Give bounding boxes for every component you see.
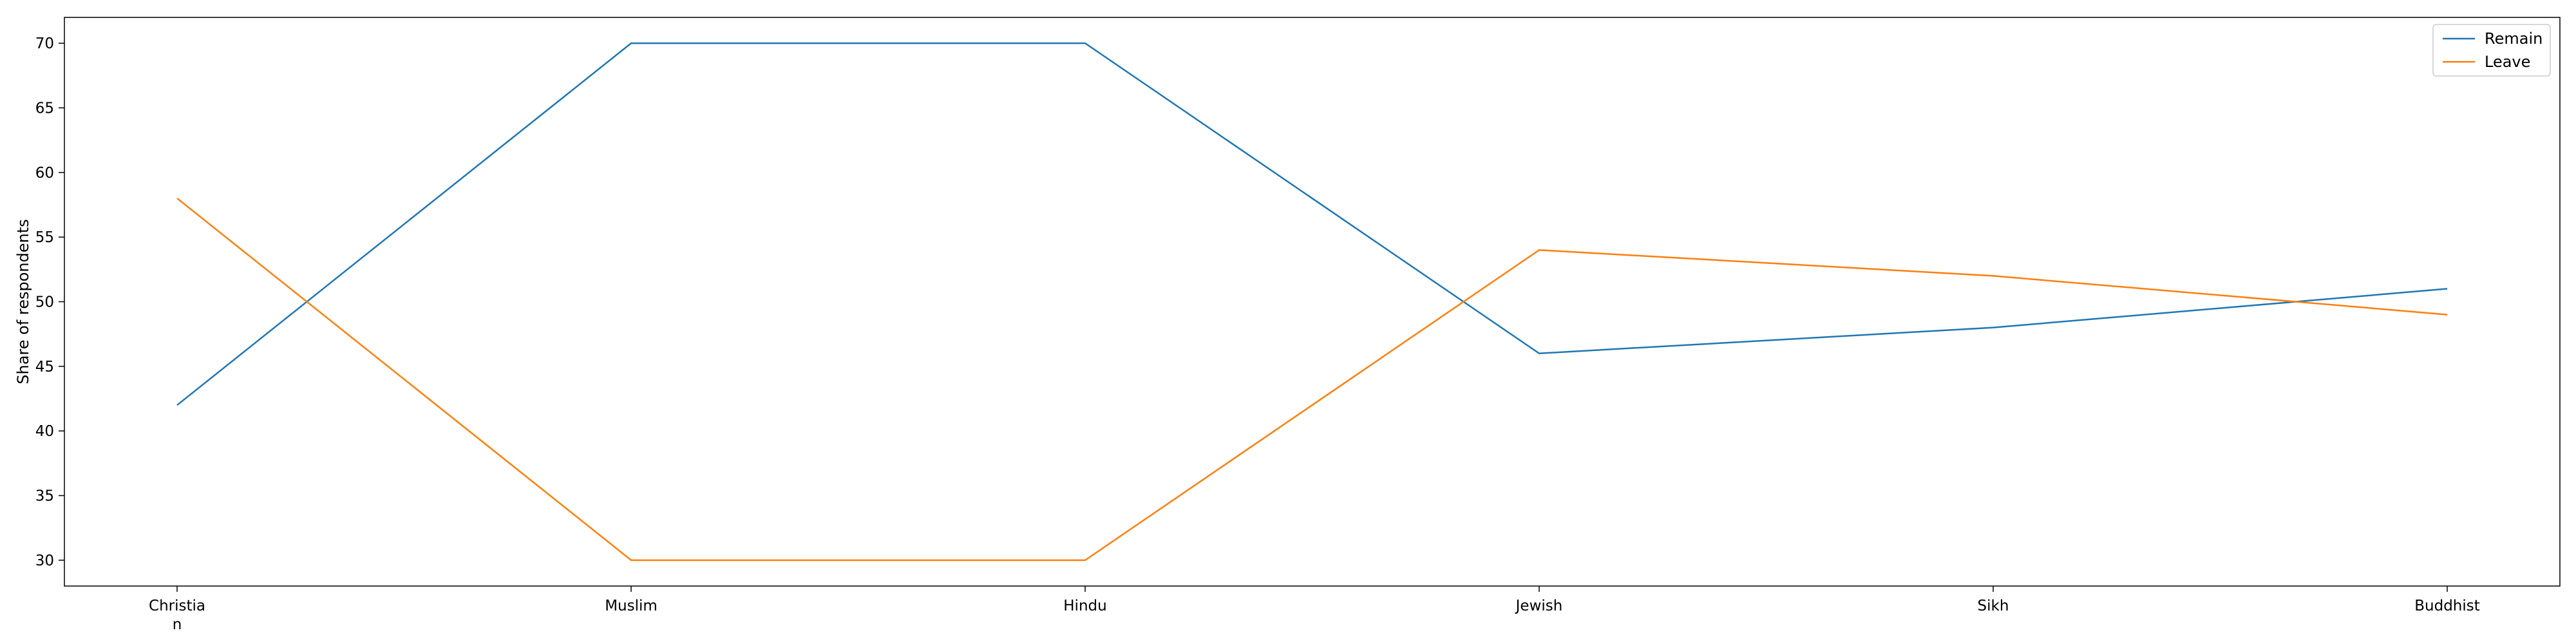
legend: Remain Leave [2432, 24, 2551, 77]
series-line-remain [176, 42, 2448, 406]
y-axis-label: Share of respondents [14, 219, 32, 384]
y-tick-label: 30 [35, 553, 54, 569]
x-tick-label: Muslim [605, 598, 658, 614]
y-tick-label: 50 [35, 294, 54, 311]
series-line-leave [176, 197, 2448, 562]
x-tick-label: Sikh [1978, 598, 2009, 614]
y-tick-label: 70 [35, 35, 54, 52]
y-tick-label: 60 [35, 165, 54, 182]
x-tick-label: Buddhist [2414, 598, 2480, 614]
y-tick-label: 65 [35, 100, 54, 117]
x-tick-label: Hindu [1063, 598, 1106, 614]
legend-box [2432, 24, 2551, 77]
legend-label-leave: Leave [2485, 53, 2530, 71]
series-layer [176, 42, 2448, 562]
y-axis-ticks: 30 35 40 45 50 55 60 65 70 [35, 35, 64, 569]
x-tick-label: Christia n [149, 598, 205, 633]
x-tick-label: Jewish [1515, 598, 1563, 614]
y-tick-label: 35 [35, 488, 54, 505]
y-tick-label: 55 [35, 229, 54, 246]
y-tick-label: 40 [35, 423, 54, 440]
axes-frame [64, 17, 2561, 587]
y-tick-label: 45 [35, 359, 54, 375]
legend-label-remain: Remain [2485, 30, 2543, 48]
x-axis-ticks: Christia n Muslim Hindu Jewish Sikh Buddhist [149, 586, 2480, 633]
